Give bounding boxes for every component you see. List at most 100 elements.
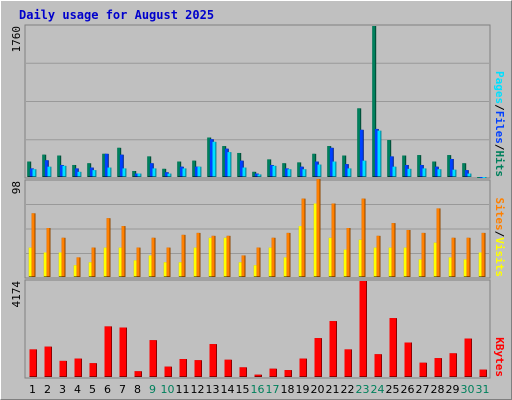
kbytes-bar bbox=[284, 370, 292, 377]
sites-bar bbox=[436, 208, 441, 277]
sites-bar bbox=[406, 229, 411, 277]
pages-bar bbox=[32, 169, 37, 177]
panel-3-border bbox=[24, 279, 491, 379]
sites-bar bbox=[211, 235, 216, 277]
kbytes-bar bbox=[164, 366, 172, 377]
x-tick-label: 11 bbox=[176, 383, 190, 396]
files-bar bbox=[464, 170, 469, 177]
kbytes-bar bbox=[464, 338, 472, 377]
hits-bar bbox=[357, 108, 362, 177]
sites-bar bbox=[241, 255, 246, 277]
pages-bar bbox=[152, 168, 157, 177]
y-max-label-1: 1760 bbox=[10, 26, 23, 53]
visits-bar bbox=[403, 247, 408, 277]
files-bar bbox=[269, 164, 274, 177]
sites-bar bbox=[361, 198, 366, 277]
kbytes-bar bbox=[254, 374, 262, 377]
x-tick-label: 18 bbox=[281, 383, 295, 396]
x-tick-label: 9 bbox=[149, 383, 156, 396]
legend-label-1: Pages/Files/Hits bbox=[493, 71, 506, 177]
x-tick-label: 14 bbox=[221, 383, 235, 396]
kbytes-bar bbox=[89, 363, 97, 377]
hits-bar bbox=[297, 162, 302, 177]
y-max-label-2: 98 bbox=[10, 181, 23, 194]
kbytes-bar bbox=[29, 349, 37, 377]
files-bar bbox=[224, 148, 229, 177]
kbytes-bar bbox=[344, 349, 352, 377]
files-bar bbox=[284, 168, 289, 177]
hits-bar bbox=[432, 161, 437, 177]
panel-1-border bbox=[24, 24, 491, 179]
x-tick-label: 15 bbox=[236, 383, 250, 396]
files-bar bbox=[104, 153, 109, 177]
x-tick-label: 13 bbox=[206, 383, 220, 396]
files-bar bbox=[314, 161, 319, 177]
pages-bar bbox=[227, 152, 232, 177]
x-tick-label: 19 bbox=[296, 383, 310, 396]
hits-bar bbox=[447, 155, 452, 177]
kbytes-bar bbox=[209, 344, 217, 377]
kbytes-bar bbox=[479, 369, 487, 377]
pages-bar bbox=[437, 169, 442, 177]
sites-bar bbox=[301, 198, 306, 277]
hits-bar bbox=[87, 163, 92, 177]
x-tick-label: 4 bbox=[74, 383, 81, 396]
sites-bar bbox=[226, 235, 231, 277]
visits-bar bbox=[148, 255, 153, 277]
kbytes-bar bbox=[299, 358, 307, 377]
sites-bar bbox=[391, 223, 396, 277]
sites-bar bbox=[136, 247, 141, 277]
sites-bar bbox=[121, 226, 126, 277]
pages-bar bbox=[167, 173, 172, 177]
pages-bar bbox=[467, 173, 472, 177]
hits-bar bbox=[402, 155, 407, 177]
pages-bar bbox=[332, 161, 337, 177]
sites-bar bbox=[316, 179, 321, 277]
files-bar bbox=[329, 147, 334, 177]
pages-bar bbox=[452, 169, 457, 177]
hits-bar bbox=[177, 161, 182, 177]
hits-bar bbox=[282, 163, 287, 177]
kbytes-bar bbox=[224, 359, 232, 377]
hits-bar bbox=[27, 161, 32, 177]
files-bar bbox=[434, 166, 439, 177]
hits-bar bbox=[207, 137, 212, 177]
x-tick-label: 25 bbox=[386, 383, 400, 396]
kbytes-bar bbox=[59, 360, 67, 377]
files-bar bbox=[119, 154, 124, 177]
sites-bar bbox=[376, 235, 381, 277]
pages-bar bbox=[257, 174, 262, 177]
sites-bar bbox=[106, 218, 111, 277]
x-tick-label: 17 bbox=[266, 383, 280, 396]
sites-bar bbox=[91, 247, 96, 277]
pages-bar bbox=[422, 168, 427, 177]
x-tick-label: 20 bbox=[311, 383, 325, 396]
hits-bar bbox=[387, 140, 392, 177]
sites-bar bbox=[271, 237, 276, 277]
pages-bar bbox=[347, 168, 352, 177]
visits-bar bbox=[298, 226, 303, 277]
files-bar bbox=[149, 163, 154, 177]
files-bar bbox=[389, 156, 394, 177]
visits-bar bbox=[358, 239, 363, 277]
x-tick-label: 12 bbox=[191, 383, 205, 396]
kbytes-bar bbox=[389, 318, 397, 377]
kbytes-bar bbox=[374, 354, 382, 377]
kbytes-bar bbox=[419, 362, 427, 377]
visits-bar bbox=[238, 262, 243, 277]
files-bar bbox=[299, 166, 304, 177]
pages-bar bbox=[47, 166, 52, 177]
visits-bar bbox=[103, 247, 108, 277]
hits-bar bbox=[42, 154, 47, 177]
x-tick-label: 10 bbox=[161, 383, 175, 396]
hits-bar bbox=[267, 159, 272, 177]
files-bar bbox=[374, 128, 379, 177]
x-tick-label: 16 bbox=[251, 383, 265, 396]
x-tick-label: 23 bbox=[356, 383, 370, 396]
files-bar bbox=[254, 173, 259, 177]
kbytes-bar bbox=[134, 371, 142, 377]
hits-bar bbox=[372, 26, 377, 177]
sites-bar bbox=[451, 237, 456, 277]
hits-bar bbox=[147, 156, 152, 177]
x-tick-label: 3 bbox=[59, 383, 66, 396]
